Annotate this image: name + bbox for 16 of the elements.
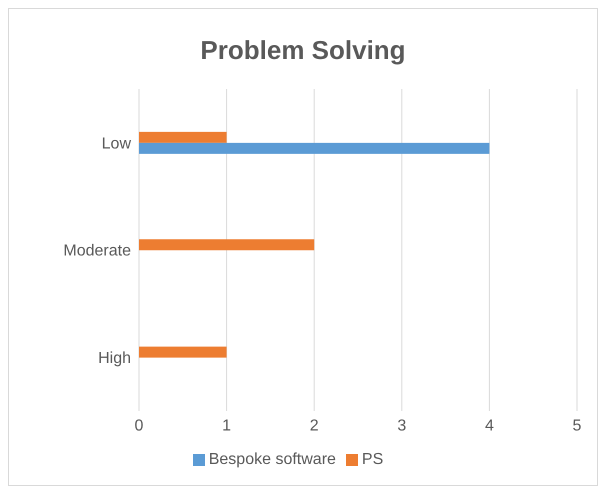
- bar: [139, 346, 227, 358]
- x-tick-label: 1: [222, 417, 232, 434]
- x-tick-label: 3: [397, 417, 406, 434]
- y-tick-label: Moderate: [63, 242, 132, 260]
- x-tick-label: 4: [484, 417, 494, 434]
- x-tick-label: 0: [134, 417, 144, 434]
- legend-label: PS: [362, 451, 384, 468]
- x-tick-label: 2: [310, 417, 319, 434]
- legend-label: Bespoke software: [208, 451, 336, 468]
- bar: [139, 142, 490, 154]
- bar: [139, 239, 314, 250]
- x-tick-label: 5: [572, 417, 582, 434]
- bar: [139, 132, 227, 143]
- y-tick-label: Low: [102, 135, 132, 152]
- y-tick-label: High: [98, 350, 131, 368]
- chart-title: Problem Solving: [199, 34, 407, 67]
